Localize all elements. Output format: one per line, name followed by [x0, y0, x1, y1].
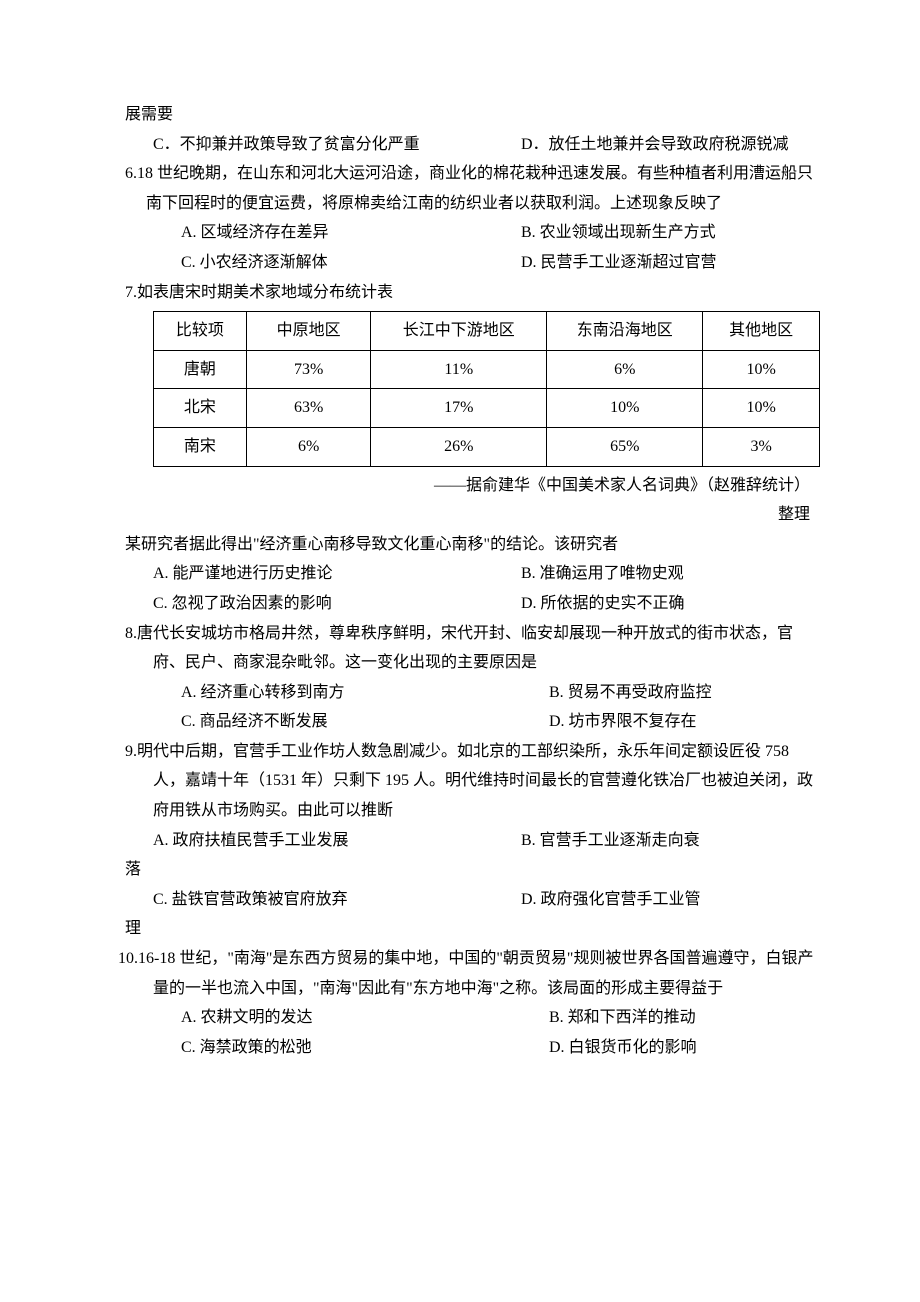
question-8: 8.唐代长安城坊市格局井然，尊卑秩序鲜明，宋代开封、临安却展现一种开放式的街市状… — [125, 619, 820, 737]
q6-number: 6. — [125, 165, 137, 182]
q7-option-d: D. 所依据的史实不正确 — [521, 589, 685, 619]
question-10: 10.16-18 世纪，"南海"是东西方贸易的集中地，中国的"朝贡贸易"规则被世… — [125, 944, 820, 1062]
th-zhongyuan: 中原地区 — [246, 312, 371, 351]
th-changjiang: 长江中下游地区 — [371, 312, 547, 351]
q7-table: 比较项 中原地区 长江中下游地区 东南沿海地区 其他地区 唐朝 73% 11% … — [153, 311, 820, 466]
table-row: 北宋 63% 17% 10% 10% — [154, 389, 820, 428]
td-val: 17% — [371, 389, 547, 428]
table-row: 南宋 6% 26% 65% 3% — [154, 427, 820, 466]
q7-source-line1: ——据俞建华《中国美术家人名词典》（赵雅辞统计） — [125, 471, 820, 501]
td-val: 65% — [547, 427, 703, 466]
q9-body: 明代中后期，官营手工业作坊人数急剧减少。如北京的工部织染所，永乐年间定额设匠役 … — [137, 743, 813, 819]
q10-stem: 10.16-18 世纪，"南海"是东西方贸易的集中地，中国的"朝贡贸易"规则被世… — [125, 944, 820, 1003]
q6-option-a: A. 区域经济存在差异 — [181, 218, 521, 248]
q9-option-d: D. 政府强化官营手工业管 — [521, 885, 701, 915]
q9-option-a: A. 政府扶植民营手工业发展 — [153, 826, 521, 856]
q6-body: 18 世纪晚期，在山东和河北大运河沿途，商业化的棉花栽种迅速发展。有些种植者利用… — [137, 165, 813, 212]
q7-intro: 如表唐宋时期美术家地域分布统计表 — [137, 284, 393, 301]
q10-option-d: D. 白银货币化的影响 — [549, 1033, 697, 1063]
q10-body: 16-18 世纪，"南海"是东西方贸易的集中地，中国的"朝贡贸易"规则被世界各国… — [138, 950, 813, 997]
th-compare: 比较项 — [154, 312, 247, 351]
table-header-row: 比较项 中原地区 长江中下游地区 东南沿海地区 其他地区 — [154, 312, 820, 351]
td-val: 10% — [547, 389, 703, 428]
q9-option-c: C. 盐铁官营政策被官府放弃 — [153, 885, 521, 915]
td-val: 6% — [246, 427, 371, 466]
q10-number: 10. — [118, 950, 138, 967]
td-dynasty: 唐朝 — [154, 350, 247, 389]
q5-option-d: D．放任土地兼并会导致政府税源锐减 — [521, 130, 789, 160]
td-dynasty: 北宋 — [154, 389, 247, 428]
td-val: 10% — [703, 350, 820, 389]
q9-option-b-tail: 落 — [125, 855, 820, 885]
td-val: 11% — [371, 350, 547, 389]
q8-option-b: B. 贸易不再受政府监控 — [549, 678, 712, 708]
q9-number: 9. — [125, 743, 137, 760]
td-val: 3% — [703, 427, 820, 466]
q7-option-a: A. 能严谨地进行历史推论 — [153, 559, 521, 589]
question-6: 6.18 世纪晚期，在山东和河北大运河沿途，商业化的棉花栽种迅速发展。有些种植者… — [125, 159, 820, 277]
q9-option-d-tail: 理 — [125, 914, 820, 944]
q6-option-c: C. 小农经济逐渐解体 — [181, 248, 521, 278]
q7-stem: 7.如表唐宋时期美术家地域分布统计表 — [125, 278, 820, 308]
q6-stem: 6.18 世纪晚期，在山东和河北大运河沿途，商业化的棉花栽种迅速发展。有些种植者… — [125, 159, 820, 218]
q10-option-a: A. 农耕文明的发达 — [181, 1003, 549, 1033]
q7-option-b: B. 准确运用了唯物史观 — [521, 559, 684, 589]
q8-number: 8. — [125, 625, 137, 642]
q8-option-d: D. 坊市界限不复存在 — [549, 707, 697, 737]
q7-number: 7. — [125, 284, 137, 301]
q8-body: 唐代长安城坊市格局井然，尊卑秩序鲜明，宋代开封、临安却展现一种开放式的街市状态，… — [137, 625, 793, 672]
q9-option-b: B. 官营手工业逐渐走向衰 — [521, 826, 700, 856]
table-row: 唐朝 73% 11% 6% 10% — [154, 350, 820, 389]
exam-page: 展需要 C．不抑兼并政策导致了贫富分化严重 D．放任土地兼并会导致政府税源锐减 … — [0, 0, 920, 1302]
q10-option-c: C. 海禁政策的松弛 — [181, 1033, 549, 1063]
td-dynasty: 南宋 — [154, 427, 247, 466]
q6-option-d: D. 民营手工业逐渐超过官营 — [521, 248, 717, 278]
q8-stem: 8.唐代长安城坊市格局井然，尊卑秩序鲜明，宋代开封、临安却展现一种开放式的街市状… — [125, 619, 820, 678]
td-val: 6% — [547, 350, 703, 389]
q7-body: 某研究者据此得出"经济重心南移导致文化重心南移"的结论。该研究者 — [125, 530, 820, 560]
q5-options-cd: C．不抑兼并政策导致了贫富分化严重 D．放任土地兼并会导致政府税源锐减 — [125, 130, 820, 160]
th-other: 其他地区 — [703, 312, 820, 351]
q5-option-c: C．不抑兼并政策导致了贫富分化严重 — [153, 130, 521, 160]
td-val: 10% — [703, 389, 820, 428]
q7-source-line2: 整理 — [125, 500, 820, 530]
q6-option-b: B. 农业领域出现新生产方式 — [521, 218, 716, 248]
td-val: 63% — [246, 389, 371, 428]
q8-option-a: A. 经济重心转移到南方 — [181, 678, 549, 708]
q5-tail: 展需要 — [125, 100, 820, 130]
td-val: 26% — [371, 427, 547, 466]
question-7: 7.如表唐宋时期美术家地域分布统计表 比较项 中原地区 长江中下游地区 东南沿海… — [125, 278, 820, 619]
q10-option-b: B. 郑和下西洋的推动 — [549, 1003, 696, 1033]
q9-stem: 9.明代中后期，官营手工业作坊人数急剧减少。如北京的工部织染所，永乐年间定额设匠… — [125, 737, 820, 826]
q8-option-c: C. 商品经济不断发展 — [181, 707, 549, 737]
q7-option-c: C. 忽视了政治因素的影响 — [153, 589, 521, 619]
th-dongnan: 东南沿海地区 — [547, 312, 703, 351]
td-val: 73% — [246, 350, 371, 389]
question-9: 9.明代中后期，官营手工业作坊人数急剧减少。如北京的工部织染所，永乐年间定额设匠… — [125, 737, 820, 944]
